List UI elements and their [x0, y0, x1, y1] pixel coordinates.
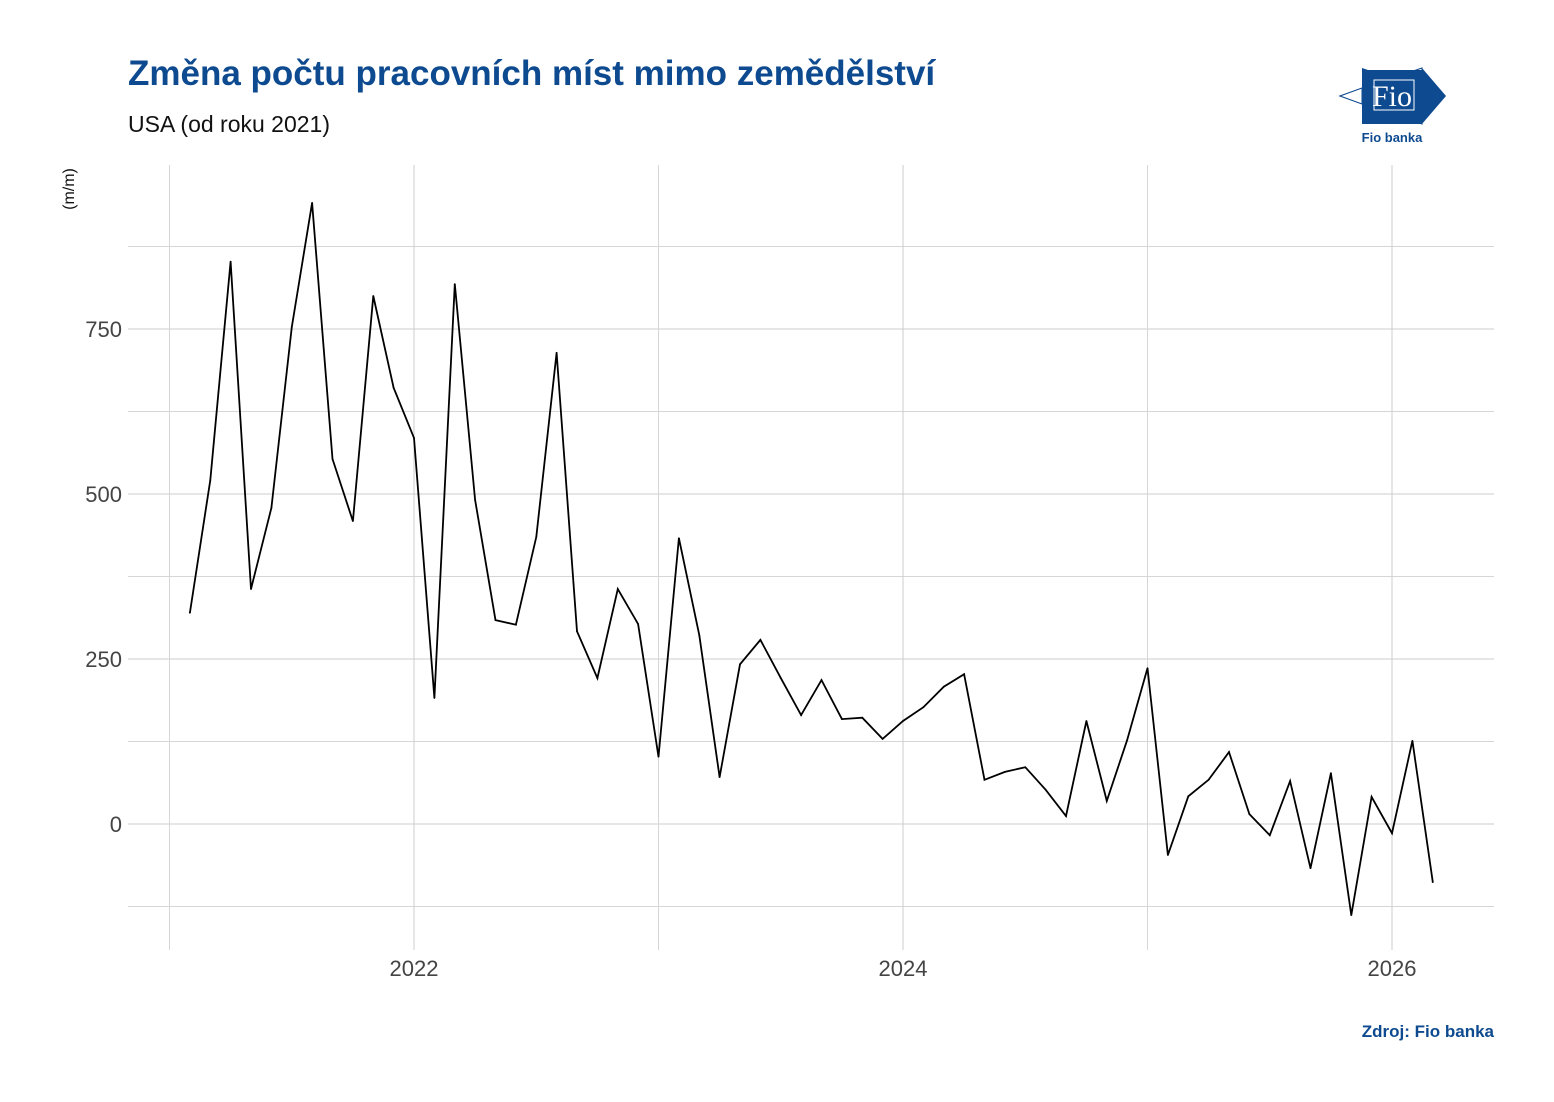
- data-point: [922, 706, 925, 709]
- data-point: [902, 720, 904, 722]
- data-point: [1085, 720, 1088, 722]
- data-line: [189, 202, 1434, 916]
- data-point: [514, 623, 517, 626]
- x-tick-label: 2026: [1368, 956, 1417, 981]
- y-tick-label: 750: [85, 317, 122, 342]
- data-point: [840, 718, 843, 720]
- data-point: [942, 685, 945, 688]
- data-point: [1431, 881, 1434, 883]
- data-point: [1187, 795, 1190, 798]
- data-point: [657, 755, 660, 758]
- data-point: [1228, 751, 1230, 753]
- chart-title: Změna počtu pracovních míst mimo zeměděl…: [128, 54, 936, 93]
- data-point: [739, 663, 741, 666]
- chart-subtitle: USA (od roku 2021): [128, 111, 331, 137]
- y-tick-label: 500: [85, 482, 122, 507]
- data-point: [209, 479, 212, 482]
- data-point: [555, 351, 558, 354]
- data-point: [1350, 914, 1353, 916]
- data-point: [290, 326, 293, 328]
- data-point: [474, 499, 477, 501]
- data-point: [861, 716, 864, 719]
- data-point: [1411, 739, 1414, 742]
- data-point: [453, 283, 456, 286]
- data-point: [1207, 778, 1210, 781]
- data-point: [1166, 854, 1169, 856]
- data-point: [351, 520, 354, 522]
- data-point: [1370, 796, 1373, 798]
- data-point: [983, 778, 986, 781]
- data-point: [637, 623, 640, 625]
- data-point: [331, 458, 334, 460]
- data-point: [596, 677, 599, 680]
- data-point: [677, 537, 680, 540]
- y-axis-label: (m/m): [61, 168, 78, 210]
- data-point: [779, 677, 782, 680]
- data-point: [1391, 832, 1393, 835]
- data-point: [820, 679, 823, 682]
- data-point: [250, 588, 252, 590]
- data-point: [433, 697, 436, 699]
- data-point: [1309, 867, 1312, 870]
- data-point: [229, 260, 232, 263]
- data-point: [1105, 800, 1108, 802]
- data-point: [1065, 815, 1067, 817]
- data-point: [1126, 739, 1129, 742]
- x-tick-label: 2022: [390, 956, 439, 981]
- fio-banka-logo: Fio Fio banka: [1338, 67, 1446, 145]
- data-point: [1289, 780, 1292, 782]
- y-tick-label: 250: [85, 647, 122, 672]
- data-point: [1248, 813, 1251, 815]
- x-tick-label: 2024: [879, 956, 928, 981]
- data-point: [1024, 766, 1027, 769]
- data-point: [311, 202, 314, 204]
- data-point: [576, 630, 578, 633]
- data-point: [1003, 770, 1006, 773]
- svg-text:Fio: Fio: [1372, 80, 1412, 113]
- data-point: [535, 536, 538, 538]
- data-point: [270, 506, 273, 509]
- data-point: [188, 611, 191, 614]
- data-point: [1044, 788, 1047, 791]
- data-point: [392, 386, 395, 389]
- data-point: [1146, 667, 1149, 670]
- data-point: [413, 437, 415, 439]
- data-point: [963, 673, 966, 676]
- data-point: [616, 588, 619, 590]
- source-note: Zdroj: Fio banka: [1361, 1022, 1494, 1041]
- logo-caption: Fio banka: [1362, 130, 1423, 145]
- data-point: [718, 776, 721, 779]
- y-tick-label: 0: [110, 812, 122, 837]
- data-point: [1268, 834, 1271, 837]
- data-point: [698, 634, 701, 637]
- data-point: [800, 714, 803, 716]
- data-point: [1329, 772, 1332, 775]
- data-point: [881, 737, 884, 740]
- data-point: [372, 295, 375, 297]
- data-point: [759, 638, 762, 641]
- data-point: [494, 619, 497, 621]
